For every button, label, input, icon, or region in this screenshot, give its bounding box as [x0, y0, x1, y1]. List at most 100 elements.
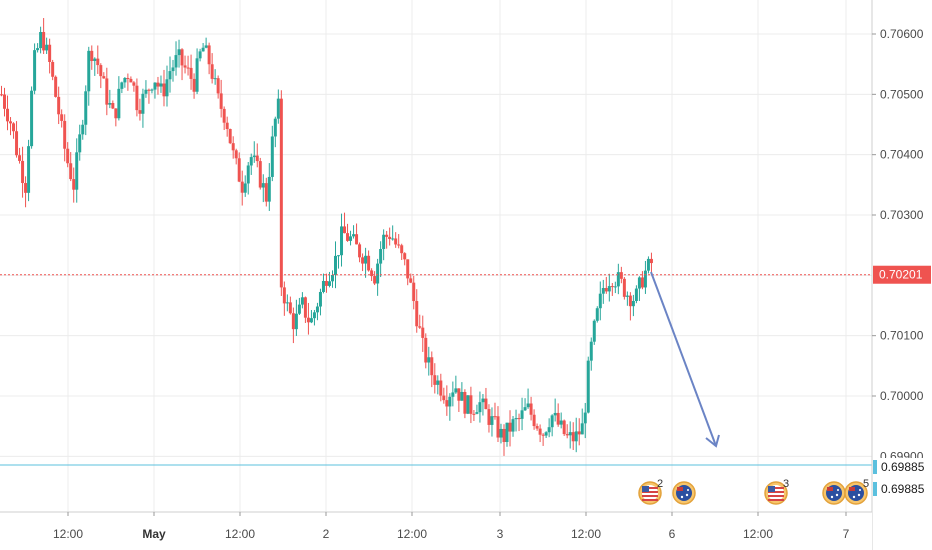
candle-body	[42, 32, 46, 51]
candle-body	[634, 288, 638, 301]
candle-body	[373, 276, 377, 284]
x-tick-label: 12:00	[743, 527, 773, 541]
us-flag-icon[interactable]	[764, 481, 788, 505]
candle-body	[643, 270, 647, 288]
candle-body	[132, 82, 136, 86]
candle-body	[550, 415, 554, 428]
candle-body	[370, 270, 374, 277]
candle-body	[337, 255, 341, 257]
candle-body	[637, 277, 641, 289]
candle-body	[406, 259, 410, 279]
candle-body	[412, 282, 416, 302]
candle-body	[252, 155, 256, 158]
svg-text:0.70201: 0.70201	[879, 268, 923, 282]
candle-body	[613, 286, 617, 288]
candle-body	[18, 155, 22, 161]
au-flag-icon[interactable]	[822, 481, 846, 505]
candle-body	[508, 422, 512, 432]
horizontal-levels	[0, 274, 872, 466]
candle-body	[646, 258, 650, 271]
y-tick-label: 0.70400	[880, 148, 924, 162]
candle-body	[114, 108, 118, 119]
candle-body	[577, 431, 581, 435]
candle-body	[631, 300, 635, 307]
us-flag-icon[interactable]	[638, 481, 662, 505]
candle-body	[54, 76, 58, 97]
candle-body	[222, 108, 226, 123]
candle-body	[415, 301, 419, 327]
candle-body	[472, 413, 476, 415]
candle-body	[379, 249, 383, 264]
candle-body	[84, 91, 88, 125]
candle-body	[297, 304, 301, 314]
candle-body	[547, 427, 551, 433]
candle-body	[150, 89, 154, 91]
candle-body	[156, 82, 160, 87]
candle-body	[159, 83, 163, 87]
candle-body	[105, 78, 109, 105]
candle-body	[207, 45, 211, 65]
candle-body	[376, 263, 380, 284]
candle-body	[571, 432, 575, 442]
time-scale[interactable]	[0, 512, 872, 550]
y-tick-label: 0.70000	[880, 389, 924, 403]
candle-body	[523, 407, 527, 411]
candle-body	[111, 103, 115, 109]
candle-body	[267, 176, 271, 202]
candle-body	[580, 423, 584, 435]
forecast-arrow[interactable]	[650, 271, 720, 448]
candle-body	[385, 234, 389, 237]
candle-body	[330, 274, 334, 282]
x-tick-label: 2	[323, 527, 330, 541]
candle-body	[604, 288, 608, 292]
candle-body	[186, 67, 190, 69]
candle-body	[616, 272, 620, 287]
y-tick-label: 0.70600	[880, 27, 924, 41]
candle-body	[63, 120, 67, 149]
candle-body	[448, 396, 452, 407]
candle-body	[291, 313, 295, 330]
level-price-tag: 0.69885	[873, 480, 931, 498]
candle-body	[505, 422, 509, 443]
candle-body	[183, 65, 187, 68]
candle-body	[258, 161, 262, 188]
candle-body	[192, 78, 196, 92]
candle-body	[246, 165, 250, 184]
candles	[0, 18, 653, 456]
candle-body	[138, 110, 142, 114]
candle-body	[30, 90, 34, 147]
candle-body	[93, 58, 97, 62]
candle-body	[225, 122, 229, 130]
au-flag-icon[interactable]	[672, 481, 696, 505]
au-flag-icon[interactable]	[844, 481, 868, 505]
candle-body	[484, 398, 488, 410]
candle-body	[99, 65, 103, 77]
candle-body	[180, 49, 184, 66]
candle-body	[520, 410, 524, 419]
candle-body	[427, 357, 431, 363]
candle-body	[493, 416, 497, 418]
candle-body	[544, 432, 548, 436]
candle-body	[355, 234, 359, 245]
arrow-head[interactable]	[705, 434, 720, 448]
arrow-shaft[interactable]	[650, 271, 717, 447]
candle-body	[592, 320, 596, 342]
candle-body	[559, 420, 563, 425]
candle-body	[261, 183, 265, 188]
candle-body	[135, 85, 139, 111]
candle-body	[231, 143, 235, 151]
candle-body	[66, 148, 70, 164]
x-tick-label: 6	[669, 527, 676, 541]
candle-body	[48, 44, 52, 62]
candle-body	[478, 402, 482, 413]
x-tick-label: 12:00	[53, 527, 83, 541]
candle-body	[568, 432, 572, 436]
candle-body	[565, 434, 569, 436]
candle-body	[529, 403, 533, 415]
candle-body	[340, 226, 344, 256]
candle-body	[240, 181, 244, 193]
candle-body	[117, 88, 121, 119]
candle-body	[177, 49, 181, 56]
economic-events[interactable]: 2 3 5	[638, 478, 869, 505]
